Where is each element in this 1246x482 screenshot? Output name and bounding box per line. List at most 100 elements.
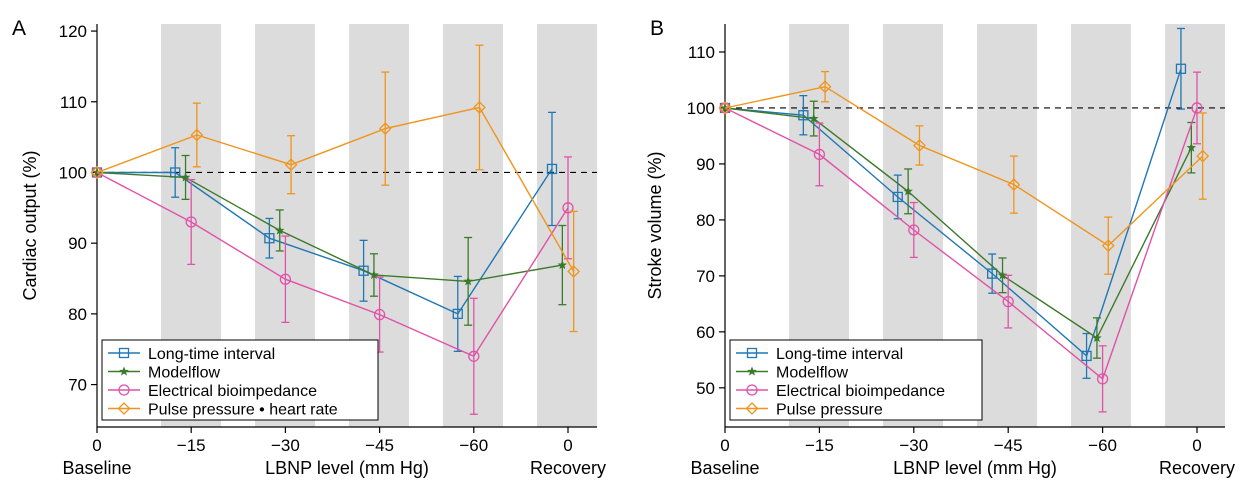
legend-swatch-marker bbox=[118, 347, 130, 359]
series-line bbox=[96, 171, 569, 358]
x-tick-label: −60 bbox=[459, 436, 488, 455]
y-tick-label: 60 bbox=[696, 323, 715, 342]
y-tick-label: 80 bbox=[68, 305, 87, 324]
legend-entry: Pulse pressure • heart rate bbox=[148, 402, 338, 419]
data-point bbox=[279, 273, 292, 285]
legend-swatch-marker bbox=[745, 402, 759, 415]
data-point bbox=[1101, 239, 1115, 253]
data-point bbox=[718, 101, 732, 115]
data-point bbox=[1007, 178, 1021, 192]
x-tick-label: 0 bbox=[720, 436, 729, 455]
series-line bbox=[97, 168, 553, 315]
series-electrical-bioimpedance bbox=[719, 71, 1203, 413]
x-end-label-baseline: Baseline bbox=[62, 458, 131, 478]
lbnp-band bbox=[1165, 24, 1225, 427]
data-point bbox=[1191, 102, 1203, 114]
x-axis-label: LBNP level (mm Hg) bbox=[893, 458, 1057, 478]
data-point bbox=[813, 148, 826, 161]
data-point bbox=[90, 166, 104, 179]
data-point bbox=[185, 216, 197, 228]
x-tick-label: −45 bbox=[365, 436, 394, 455]
y-tick-label: 110 bbox=[688, 43, 715, 62]
data-point bbox=[908, 224, 920, 236]
data-point bbox=[373, 308, 386, 321]
panel-label: A bbox=[12, 17, 26, 40]
series-line bbox=[96, 106, 575, 272]
series-line bbox=[724, 107, 1198, 381]
data-point bbox=[997, 270, 1008, 280]
y-tick-label: 70 bbox=[696, 267, 715, 286]
data-point bbox=[987, 268, 998, 279]
lbnp-band bbox=[443, 24, 503, 427]
x-tick-label: −30 bbox=[899, 436, 928, 455]
panel-b-stroke-volume: 50 60 70 80 90 100 110 0 −15 −30 −45 −60 0 Baseline LB… bbox=[645, 17, 1235, 478]
x-tick-label: −60 bbox=[1088, 436, 1117, 455]
series-long-time-interval bbox=[719, 27, 1187, 379]
legend-swatch-marker bbox=[747, 366, 757, 376]
y-axis-label: Cardiac output (%) bbox=[20, 150, 40, 300]
y-tick-label: 100 bbox=[687, 99, 715, 118]
legend-box bbox=[101, 339, 379, 421]
y-tick-label: 90 bbox=[68, 234, 87, 253]
data-point bbox=[546, 163, 558, 175]
data-point bbox=[562, 202, 574, 214]
series-line bbox=[724, 107, 1192, 340]
legend-box bbox=[729, 339, 983, 421]
data-point bbox=[468, 350, 480, 362]
data-point bbox=[358, 265, 369, 276]
data-point bbox=[798, 110, 809, 121]
data-point bbox=[378, 122, 392, 136]
series-pulse-pressure bbox=[718, 70, 1210, 275]
x-end-label-recovery: Recovery bbox=[1159, 458, 1235, 478]
legend-swatch-marker bbox=[117, 402, 131, 415]
data-point bbox=[567, 265, 581, 278]
legend-entry: Electrical bioimpedance bbox=[148, 383, 317, 400]
data-point bbox=[1175, 63, 1187, 74]
data-point bbox=[190, 128, 204, 142]
x-axis-label: LBNP level (mm Hg) bbox=[265, 458, 429, 478]
data-point bbox=[818, 80, 832, 94]
legend-swatch-marker bbox=[746, 384, 758, 396]
data-point bbox=[284, 158, 298, 172]
data-point bbox=[1092, 332, 1102, 343]
x-tick-label: −15 bbox=[177, 436, 206, 455]
legend-entry: Electrical bioimpedance bbox=[776, 383, 945, 400]
y-axis-label: Stroke volume (%) bbox=[645, 151, 665, 299]
data-point bbox=[369, 269, 379, 280]
x-end-label-baseline: Baseline bbox=[690, 458, 759, 478]
legend-swatch-marker bbox=[118, 384, 130, 396]
x-tick-label: 0 bbox=[92, 436, 101, 455]
data-point bbox=[1081, 350, 1092, 362]
lbnp-band bbox=[977, 24, 1037, 427]
x-tick-label: 0 bbox=[563, 436, 572, 455]
legend-entry: Long-time interval bbox=[776, 346, 903, 363]
lbnp-band bbox=[537, 24, 597, 427]
series-modelflow bbox=[720, 100, 1197, 359]
y-tick-label: 50 bbox=[696, 379, 715, 398]
y-tick-label: 110 bbox=[60, 93, 87, 112]
data-point bbox=[264, 233, 275, 244]
legend-entry: Pulse pressure bbox=[776, 402, 883, 419]
data-point bbox=[1096, 373, 1109, 385]
y-tick-label: 90 bbox=[696, 155, 715, 174]
legend-swatch-marker bbox=[119, 366, 129, 376]
legend-entry: Modelflow bbox=[776, 365, 848, 382]
data-point bbox=[473, 101, 486, 114]
series-long-time-interval bbox=[91, 111, 558, 352]
data-point bbox=[903, 186, 913, 196]
data-point bbox=[180, 172, 191, 182]
x-end-label-recovery: Recovery bbox=[530, 458, 606, 478]
legend-entry: Long-time interval bbox=[148, 346, 275, 363]
legend-entry: Modelflow bbox=[148, 365, 220, 382]
x-tick-label: −15 bbox=[805, 436, 834, 455]
data-point bbox=[463, 276, 473, 286]
data-point bbox=[1196, 149, 1210, 163]
y-tick-label: 100 bbox=[59, 163, 87, 182]
series-line bbox=[724, 85, 1204, 247]
x-tick-label: 0 bbox=[1192, 436, 1201, 455]
series-modelflow bbox=[92, 154, 568, 326]
data-point bbox=[808, 113, 819, 123]
data-point bbox=[1002, 295, 1014, 308]
